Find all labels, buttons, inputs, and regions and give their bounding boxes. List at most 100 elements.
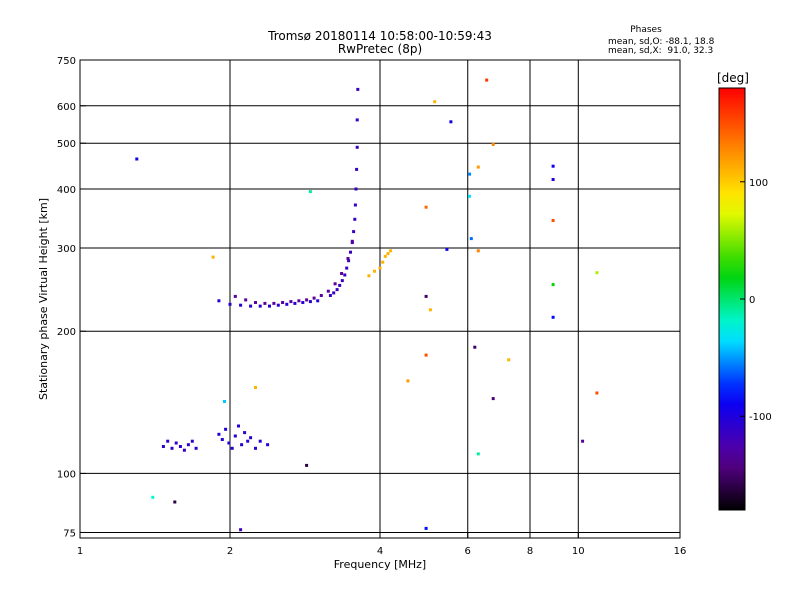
data-point: [551, 283, 555, 287]
data-point: [249, 304, 253, 308]
data-point: [332, 291, 336, 295]
data-point: [468, 172, 471, 176]
chart-title: Tromsø 20180114 10:58:00-10:59:43: [267, 29, 492, 43]
data-point: [194, 446, 198, 450]
data-point: [595, 271, 599, 275]
data-point: [161, 445, 165, 448]
data-point: [293, 301, 297, 305]
data-point: [355, 145, 359, 149]
data-point: [258, 439, 262, 443]
data-point: [178, 445, 182, 448]
data-point: [237, 424, 240, 428]
data-point: [272, 301, 276, 305]
data-point: [581, 439, 585, 443]
y-tick-label: 500: [57, 139, 76, 150]
data-point: [166, 439, 170, 443]
data-point: [386, 252, 390, 256]
y-tick-label: 200: [57, 327, 76, 338]
x-tick-label: 2: [227, 546, 233, 557]
data-point: [254, 386, 257, 389]
data-point: [186, 443, 190, 447]
x-tick-label: 8: [527, 546, 533, 557]
data-point: [343, 273, 347, 277]
y-axis-label: Stationary phase Virtual Height [km]: [37, 198, 50, 400]
colorbar-tick-label: 100: [749, 178, 768, 189]
data-point: [551, 164, 555, 168]
data-point: [355, 118, 359, 122]
y-tick-label: 600: [57, 102, 76, 113]
data-points: [135, 78, 599, 532]
data-point: [389, 249, 393, 253]
data-point: [491, 142, 495, 146]
data-point: [285, 302, 289, 306]
data-point: [424, 294, 428, 298]
x-tick-label: 1: [77, 546, 83, 557]
data-point: [254, 301, 257, 304]
data-point: [224, 427, 228, 431]
data-point: [476, 452, 480, 456]
data-point: [335, 288, 339, 292]
data-point: [243, 431, 247, 435]
data-point: [217, 299, 221, 303]
data-point: [340, 272, 344, 275]
colorbar-label: [deg]: [717, 71, 749, 85]
y-tick-label: 100: [57, 469, 76, 480]
phase-stats-o: mean, sd,O: -88.1, 18.8: [608, 37, 715, 47]
x-tick-label: 10: [572, 546, 585, 557]
data-point: [254, 446, 257, 450]
data-point: [249, 436, 253, 440]
data-point: [135, 157, 139, 161]
data-point: [378, 266, 382, 270]
data-point: [227, 441, 231, 445]
data-point: [151, 495, 155, 499]
data-point: [233, 434, 237, 438]
data-point: [305, 298, 309, 302]
data-point: [266, 443, 270, 447]
y-tick-label: 400: [57, 185, 76, 196]
data-point: [469, 237, 473, 241]
data-point: [220, 438, 224, 441]
data-point: [595, 391, 599, 395]
data-point: [345, 266, 349, 270]
x-tick-label: 4: [377, 546, 383, 557]
data-point: [244, 298, 248, 302]
data-point: [352, 230, 356, 234]
y-axis-ticks: 75 100 200 300 400 500 600 750: [57, 56, 86, 539]
data-point: [228, 302, 232, 306]
data-point: [276, 303, 280, 307]
data-point: [406, 379, 410, 383]
x-tick-label: 16: [674, 546, 687, 557]
data-point: [223, 400, 226, 403]
data-point: [217, 432, 221, 436]
data-point: [353, 217, 357, 221]
chart-subtitle: RwPretec (8p): [338, 42, 422, 56]
colorbar: [deg] 100 0 -100: [717, 71, 772, 511]
phase-stats-title: Phases: [630, 25, 662, 35]
data-point: [424, 353, 428, 357]
data-point: [551, 315, 555, 319]
x-axis-label: Frequency [MHz]: [334, 558, 426, 571]
data-point: [211, 255, 215, 259]
data-point: [350, 239, 354, 243]
x-tick-label: 6: [465, 546, 471, 557]
data-point: [353, 203, 357, 207]
data-point: [338, 283, 342, 287]
data-point: [239, 528, 243, 532]
data-point: [182, 448, 186, 452]
data-point: [507, 358, 511, 362]
grid: [80, 59, 680, 538]
colorbar-tick-label: -100: [749, 412, 772, 423]
data-point: [424, 205, 428, 209]
y-tick-label: 300: [57, 244, 76, 255]
data-point: [268, 304, 271, 308]
data-point: [173, 500, 177, 504]
phase-stats: Phases mean, sd,O: -88.1, 18.8 mean, sd,…: [608, 25, 715, 56]
data-point: [347, 259, 351, 263]
data-point: [356, 87, 360, 91]
data-point: [239, 303, 243, 307]
data-point: [281, 301, 285, 304]
data-point: [381, 260, 385, 264]
data-point: [263, 301, 267, 305]
data-point: [312, 296, 316, 300]
